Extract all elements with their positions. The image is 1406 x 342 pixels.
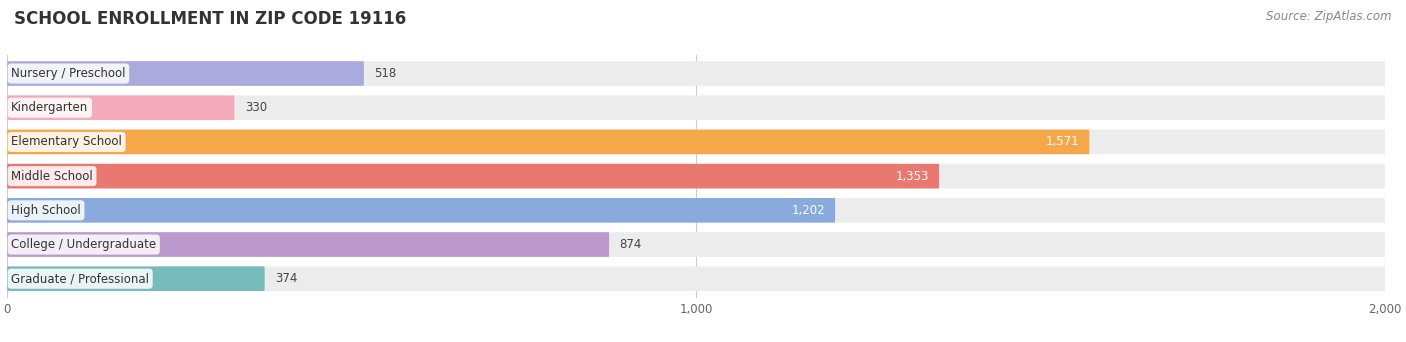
FancyBboxPatch shape [7, 232, 609, 257]
Text: College / Undergraduate: College / Undergraduate [11, 238, 156, 251]
Text: Nursery / Preschool: Nursery / Preschool [11, 67, 125, 80]
Text: 874: 874 [620, 238, 643, 251]
FancyBboxPatch shape [7, 130, 1090, 154]
FancyBboxPatch shape [7, 198, 1385, 223]
Text: 374: 374 [276, 272, 298, 285]
FancyBboxPatch shape [7, 61, 1385, 86]
Text: 518: 518 [374, 67, 396, 80]
Text: 1,353: 1,353 [896, 170, 929, 183]
Text: 330: 330 [245, 101, 267, 114]
Text: Middle School: Middle School [11, 170, 93, 183]
Text: Elementary School: Elementary School [11, 135, 122, 148]
FancyBboxPatch shape [7, 130, 1385, 154]
FancyBboxPatch shape [7, 95, 1385, 120]
Text: Kindergarten: Kindergarten [11, 101, 89, 114]
FancyBboxPatch shape [7, 95, 235, 120]
FancyBboxPatch shape [7, 266, 1385, 291]
Text: 1,202: 1,202 [792, 204, 825, 217]
Text: SCHOOL ENROLLMENT IN ZIP CODE 19116: SCHOOL ENROLLMENT IN ZIP CODE 19116 [14, 10, 406, 28]
Text: High School: High School [11, 204, 82, 217]
Text: Source: ZipAtlas.com: Source: ZipAtlas.com [1267, 10, 1392, 23]
FancyBboxPatch shape [7, 164, 1385, 188]
FancyBboxPatch shape [7, 232, 1385, 257]
Text: Graduate / Professional: Graduate / Professional [11, 272, 149, 285]
Text: 1,571: 1,571 [1046, 135, 1078, 148]
FancyBboxPatch shape [7, 198, 835, 223]
FancyBboxPatch shape [7, 164, 939, 188]
FancyBboxPatch shape [7, 61, 364, 86]
FancyBboxPatch shape [7, 266, 264, 291]
